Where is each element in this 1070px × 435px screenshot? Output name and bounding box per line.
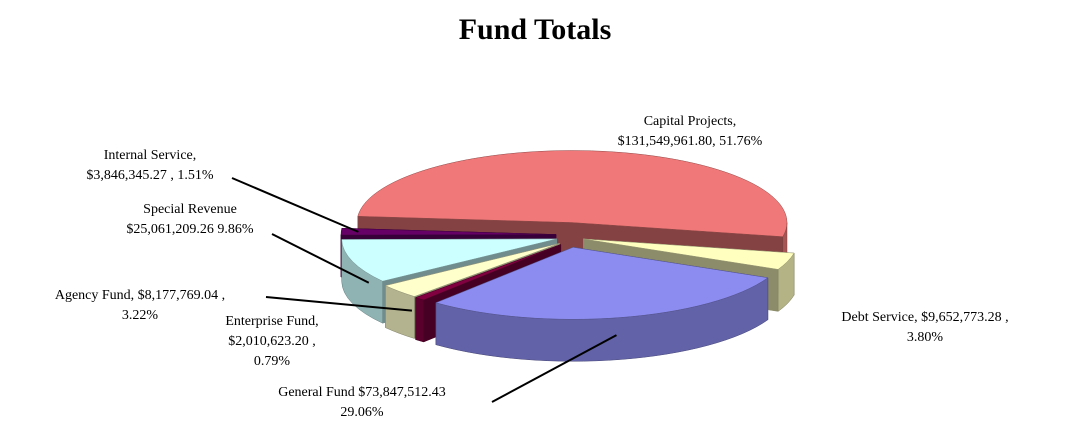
data-label: Internal Service, [104, 148, 197, 163]
chart-title: Fund Totals [459, 13, 612, 46]
slice [583, 238, 795, 270]
data-label: Capital Projects, [644, 114, 737, 129]
slice-wall [415, 297, 424, 343]
slice [341, 238, 557, 282]
data-label: General Fund $73,847,512.43 [278, 385, 446, 400]
data-label: $25,061,209.26 9.86% [126, 222, 254, 237]
data-label: Special Revenue [143, 202, 237, 217]
leader-line [265, 296, 413, 312]
data-label: 0.79% [254, 354, 291, 369]
slice [435, 247, 769, 320]
data-label: Debt Service, $9,652,773.28 , [841, 310, 1008, 325]
slice [384, 243, 560, 297]
data-label: Agency Fund, $8,177,769.04 , [55, 288, 225, 303]
slice [340, 227, 557, 236]
data-label: 3.22% [122, 308, 159, 323]
data-label: $2,010,623.20 , [228, 334, 316, 349]
data-label: $131,549,961.80, 51.76% [618, 134, 763, 149]
slice [357, 150, 788, 237]
leader-line [491, 334, 617, 403]
data-label: 3.80% [907, 330, 944, 345]
slice [414, 244, 561, 301]
data-label: Enterprise Fund, [225, 314, 318, 329]
leader-line [271, 233, 370, 284]
leader-line [231, 177, 359, 233]
data-label: 29.06% [340, 405, 384, 420]
data-label: $3,846,345.27 , 1.51% [86, 168, 214, 183]
